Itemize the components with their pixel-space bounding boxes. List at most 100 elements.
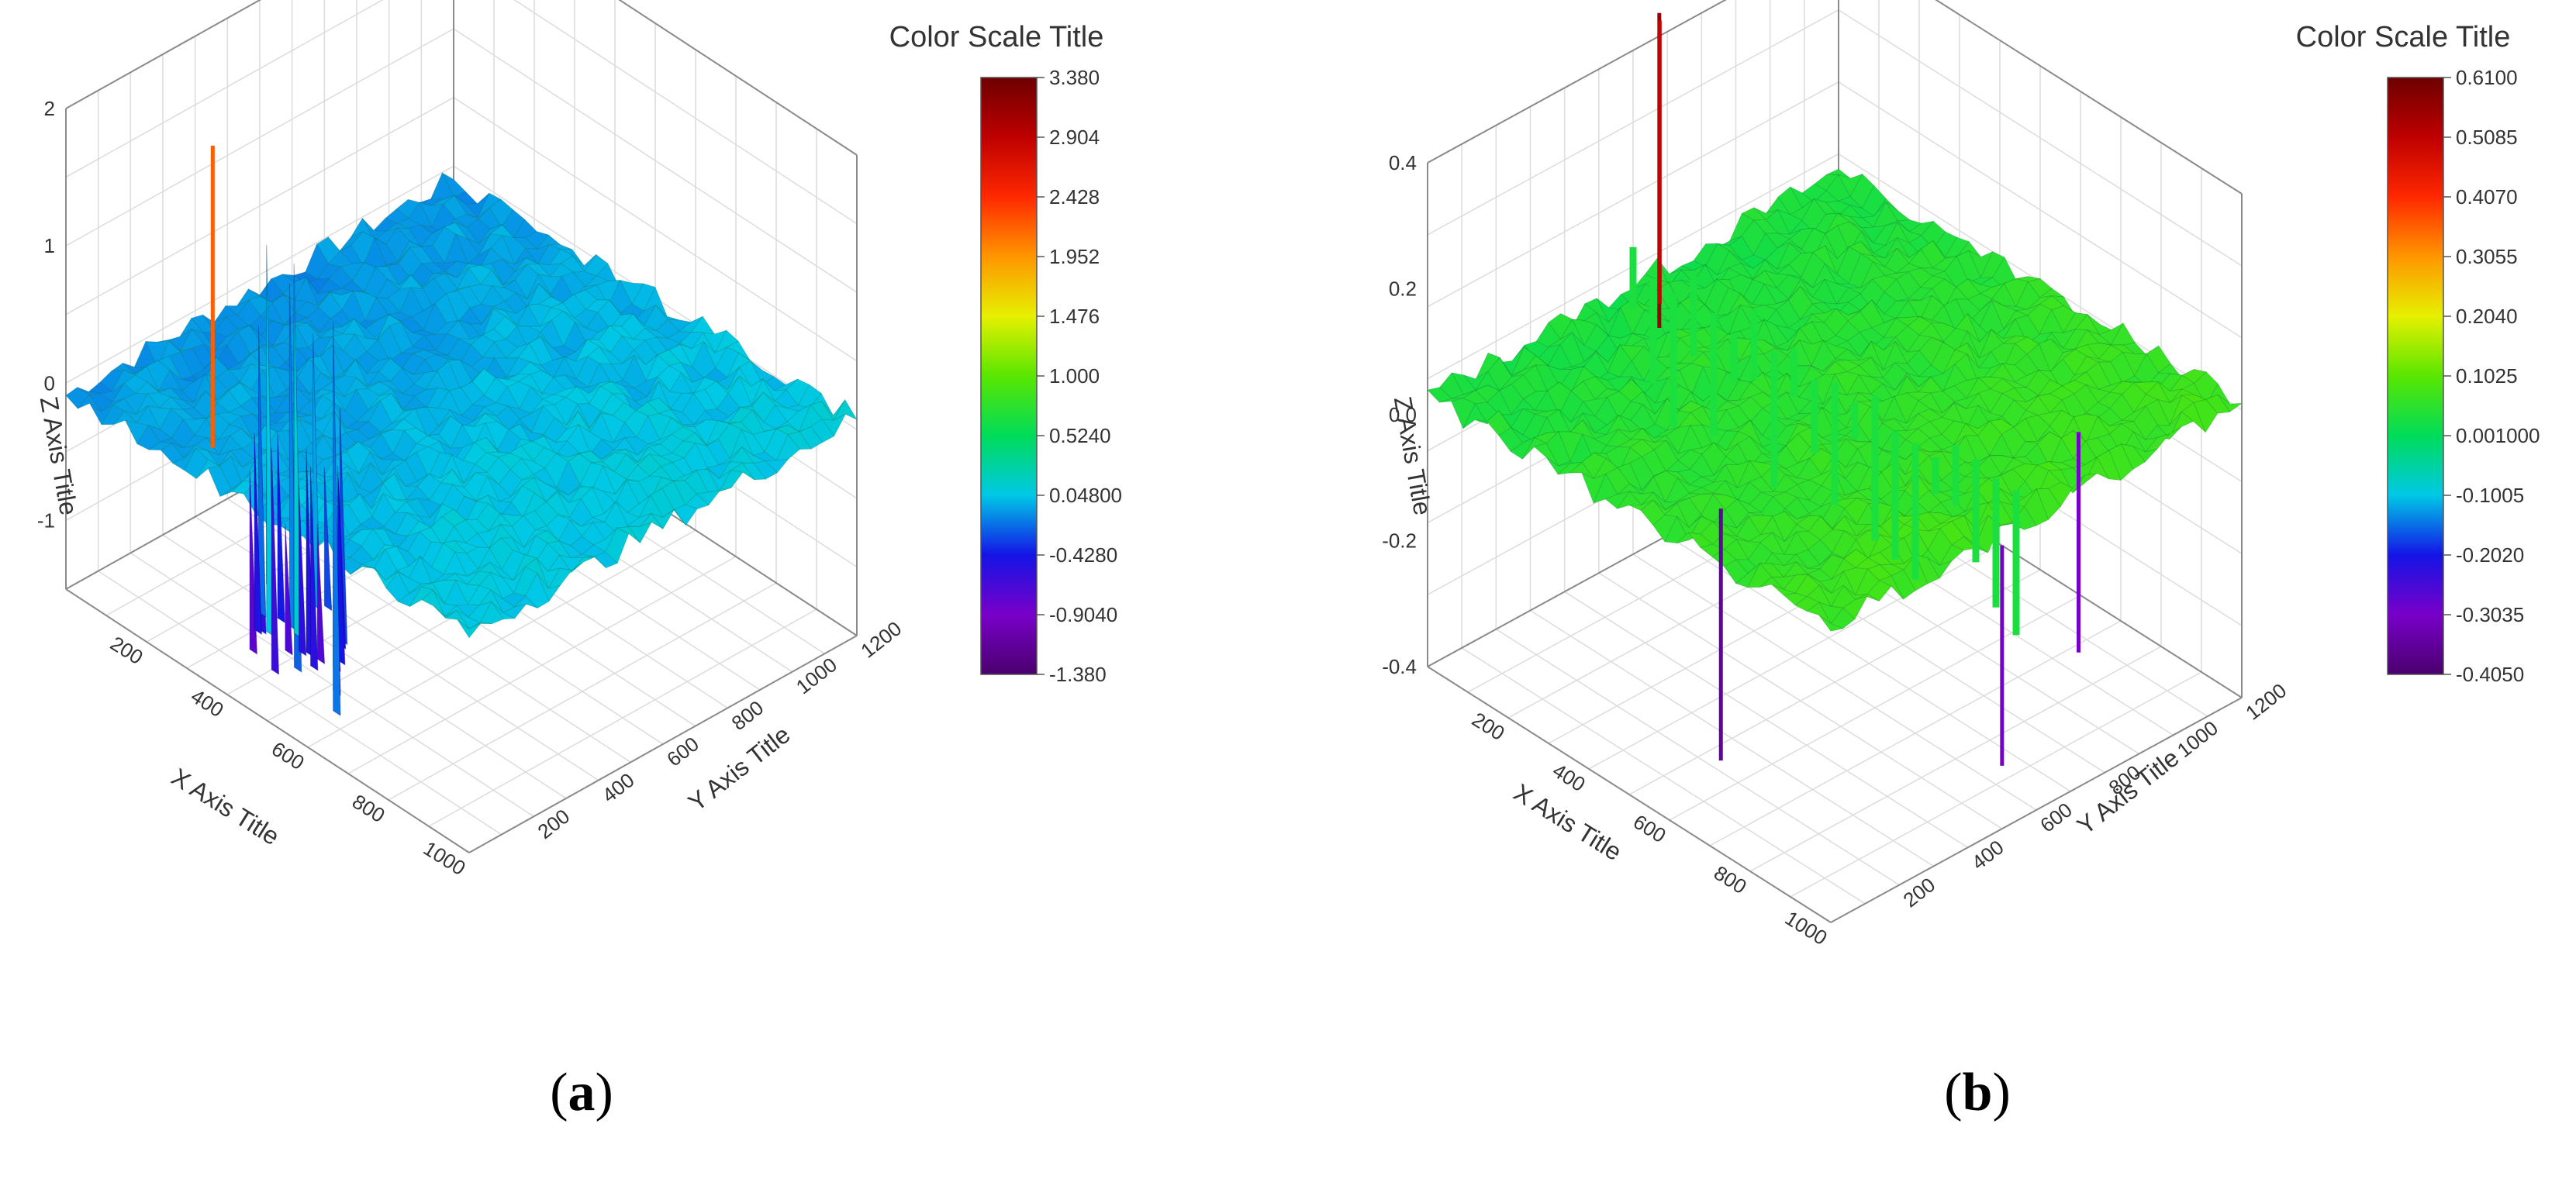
wall-gridline <box>65 97 454 315</box>
y-tick-label: 1000 <box>2173 716 2222 762</box>
surface-cell <box>1926 557 1953 579</box>
floor-gridline <box>129 552 534 817</box>
z-tick-label: 1 <box>44 234 55 257</box>
wall-gridline <box>1427 81 1839 308</box>
wall-gridline <box>453 28 858 293</box>
color-scale-tick-label: 0.4070 <box>2456 185 2518 209</box>
surface-cell <box>2024 488 2049 526</box>
surface-cell <box>525 572 550 608</box>
surface-cell <box>1818 615 1844 632</box>
color-scale-tick-label: 2.904 <box>1049 126 1100 149</box>
color-scale-tick-label: 0.5240 <box>1049 424 1111 447</box>
axis-frame-edge <box>1427 0 1727 164</box>
z-axis-title: Z Axis Title <box>1389 395 1437 518</box>
ridge-shard <box>257 326 267 618</box>
wall-gridline <box>65 28 454 246</box>
surface-cell <box>537 573 561 602</box>
x-tick-label: 200 <box>1468 708 1509 745</box>
ridge-shard <box>285 523 293 656</box>
ridge-shard <box>333 322 341 716</box>
floor-gridline <box>1461 647 1866 905</box>
surface-cell <box>2181 402 2206 433</box>
x-tick-label: 1000 <box>420 836 470 880</box>
wall-gridline <box>65 165 454 384</box>
ridge-shard <box>271 446 280 675</box>
surface-cell <box>821 413 847 437</box>
color-scale-tick-label: -0.4050 <box>2456 663 2524 686</box>
x-tick-label: 1000 <box>1781 906 1832 950</box>
ridge-shard <box>293 264 302 639</box>
ridge-shard <box>337 465 346 666</box>
color-scale-tick-label: 0.3055 <box>2456 245 2518 268</box>
surface-cell <box>457 619 482 639</box>
y-tick-label: 1200 <box>856 616 906 662</box>
floor-gridline <box>1495 629 1900 886</box>
surface-mesh <box>1427 168 2243 632</box>
color-scale-tick-label: 2.428 <box>1049 185 1100 209</box>
floor-gridline <box>1530 609 1934 867</box>
surface-cell <box>1939 544 1965 566</box>
y-tick-label: 600 <box>2036 798 2077 836</box>
floor-gridline <box>98 571 502 836</box>
surface-cell <box>593 551 618 569</box>
wall-gridline <box>513 0 858 225</box>
surface-chart-a: -1 0 1 2 200 400 600 800 1000 200 400 600 800 1000 120… <box>35 0 1122 880</box>
color-scale-tick-label: -0.9040 <box>1049 603 1117 626</box>
y-tick-label: 200 <box>534 805 575 843</box>
surface-cell <box>1915 553 1940 584</box>
x-tick-label: 400 <box>187 684 228 722</box>
plot-area <box>65 0 858 853</box>
z-tick-label: -0.4 <box>1382 655 1417 678</box>
surface-cell <box>753 460 778 480</box>
surface-cell <box>2048 481 2074 508</box>
ridge-shard <box>288 283 298 632</box>
color-scale-tick-label: 3.380 <box>1049 66 1100 89</box>
z-axis-title: Z Axis Title <box>35 395 83 518</box>
color-scale-title: Color Scale Title <box>889 21 1104 53</box>
ridge-shard <box>316 523 326 665</box>
color-scale-tick-label: 0.6100 <box>2456 66 2518 89</box>
color-scale-title: Color Scale Title <box>2296 21 2511 53</box>
surface-features <box>1629 12 2080 766</box>
color-scale-tick-label: 0.1025 <box>2456 364 2518 388</box>
color-scale-bar <box>980 77 1038 675</box>
surface-cell <box>2120 443 2146 471</box>
color-scale-tick-label: 0.5085 <box>2456 126 2518 149</box>
surface-cell <box>1830 607 1856 629</box>
x-tick-label: 400 <box>1549 759 1590 796</box>
y-tick-label: 1200 <box>2241 678 2291 724</box>
axis-frame-edge <box>1830 697 2243 923</box>
wall-gridline <box>65 0 384 178</box>
surface-cell <box>696 490 721 506</box>
floor-gridline <box>1564 591 1969 848</box>
x-axis-title: X Axis Title <box>167 763 285 850</box>
ridge-shard <box>313 333 321 611</box>
surface-cell <box>685 493 710 510</box>
x-tick-label: 600 <box>1629 810 1670 847</box>
color-scale-tick-label: -0.1005 <box>2456 484 2524 507</box>
color-scale-tick-label: 1.476 <box>1049 305 1100 328</box>
chart-panel-b: -0.4 -0.2 0.0 0.2 0.4 200 400 600 800 1000 200 400 6… <box>1288 0 2576 1179</box>
ridge-shard <box>310 467 319 671</box>
y-tick-label: 800 <box>727 696 768 735</box>
axis-frame-edge <box>618 0 858 156</box>
ridge-shard <box>306 449 314 658</box>
z-tick-label: 0.2 <box>1389 278 1417 301</box>
surface-cell <box>2144 433 2170 453</box>
surface-cell <box>2108 443 2134 481</box>
color-scale-tick-label: 0.04800 <box>1049 484 1122 507</box>
surface-cell <box>719 470 744 492</box>
y-tick-label: 1000 <box>792 653 841 698</box>
floor-gridline <box>1598 572 2003 829</box>
color-scale: Color Scale Title 3.380 2.904 2.428 1.952 1.4… <box>889 21 1122 686</box>
wall-gridline <box>453 97 858 362</box>
color-scale-tick-label: 0.2040 <box>2456 305 2518 328</box>
color-scale-bar <box>2387 77 2444 675</box>
surface-cell <box>1891 569 1916 600</box>
surface-mesh <box>65 171 858 639</box>
color-scale-tick-label: -0.3035 <box>2456 603 2524 626</box>
panel-caption-b: (b) <box>1944 1063 2011 1122</box>
y-tick-label: 600 <box>662 732 703 770</box>
color-scale-tick-label: 0.001000 <box>2456 424 2540 447</box>
panel-caption-a: (a) <box>550 1063 613 1122</box>
